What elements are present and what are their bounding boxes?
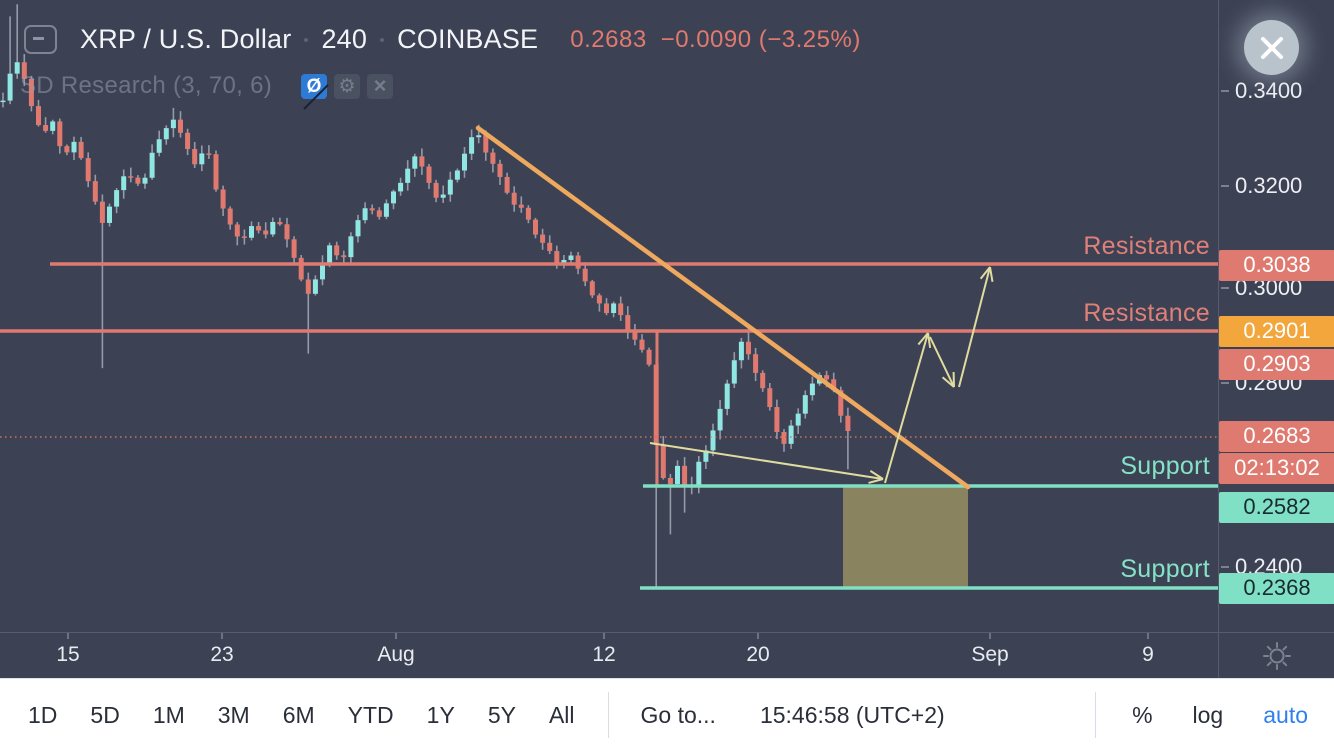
time-tick xyxy=(221,633,223,639)
time-label: 23 xyxy=(210,643,234,666)
time-tick xyxy=(603,633,605,639)
time-label: 15 xyxy=(56,643,80,666)
price-axis[interactable]: 0.3400 0.3200 0.3000 0.2800 0.2400 0.3038 0.29… xyxy=(1218,0,1334,632)
remove-indicator-icon[interactable]: × xyxy=(367,73,394,99)
price-tick: 0.3400 xyxy=(1219,78,1334,104)
indicator-row: SD Research (3, 70, 6) Ø ⚙ × xyxy=(20,72,394,100)
time-label: Aug xyxy=(377,643,415,666)
price-badge: 0.2683 xyxy=(1219,420,1334,452)
support-label-2: Support xyxy=(1120,555,1210,583)
candlestick-chart xyxy=(0,4,1218,590)
separator-dot xyxy=(304,37,309,42)
range-button-1m[interactable]: 1M xyxy=(152,701,185,728)
auto-scale-button[interactable]: auto xyxy=(1263,701,1308,728)
exchange-name: COINBASE xyxy=(397,24,539,54)
price-badge: 0.2901 xyxy=(1219,315,1334,347)
time-tick xyxy=(1147,633,1149,639)
toolbar-divider xyxy=(607,692,609,738)
hide-indicator-icon[interactable]: Ø xyxy=(301,73,328,99)
range-buttons: 1D 5D 1M 3M 6M YTD 1Y 5Y All xyxy=(28,702,608,729)
resistance-label-1: Resistance xyxy=(1083,232,1210,260)
separator-dot xyxy=(380,37,385,42)
range-button-5d[interactable]: 5D xyxy=(90,701,120,728)
symbol-title: XRP / U.S. Dollar xyxy=(80,24,292,54)
clock-timezone[interactable]: 15:46:58 (UTC+2) xyxy=(759,701,945,728)
price-badge: 02:13:02 xyxy=(1219,452,1334,484)
price-badge: 0.3038 xyxy=(1219,249,1334,281)
close-button[interactable] xyxy=(1244,20,1299,75)
range-button-all[interactable]: All xyxy=(548,701,575,728)
gear-icon[interactable]: ⚙ xyxy=(334,73,361,99)
time-label: 20 xyxy=(746,643,770,666)
price-badge: 0.2368 xyxy=(1219,572,1334,604)
symbol-header: XRP / U.S. Dollar 240 COINBASE 0.2683 −0.… xyxy=(24,24,861,55)
range-button-1y[interactable]: 1Y xyxy=(426,701,455,728)
time-label: Sep xyxy=(971,643,1009,666)
last-price: 0.2683 −0.0090 (−3.25%) xyxy=(570,26,861,54)
range-button-5y[interactable]: 5Y xyxy=(487,701,516,728)
close-icon xyxy=(1260,36,1283,59)
time-label: 9 xyxy=(1142,643,1154,666)
range-button-3m[interactable]: 3M xyxy=(217,701,250,728)
range-button-6m[interactable]: 6M xyxy=(282,701,315,728)
goto-button[interactable]: Go to... xyxy=(640,701,716,728)
time-tick xyxy=(395,633,397,639)
price-badge: 0.2903 xyxy=(1219,348,1334,380)
log-scale-button[interactable]: log xyxy=(1192,701,1224,728)
interval-value: 240 xyxy=(321,24,368,54)
toolbar-divider xyxy=(1095,692,1097,738)
range-button-ytd[interactable]: YTD xyxy=(347,701,394,728)
time-label: 12 xyxy=(592,643,616,666)
price-value: 0.2683 xyxy=(570,25,647,53)
time-axis[interactable]: 15 23 Aug 12 20 Sep 9 xyxy=(0,632,1334,679)
percent-scale-button[interactable]: % xyxy=(1132,701,1153,728)
support-label-1: Support xyxy=(1120,452,1210,480)
time-tick xyxy=(989,633,991,639)
bottom-toolbar: 1D 5D 1M 3M 6M YTD 1Y 5Y All Go to... 15:46:58 (… xyxy=(0,678,1334,750)
price-tick: 0.3200 xyxy=(1219,173,1334,199)
time-tick xyxy=(757,633,759,639)
time-tick xyxy=(67,633,69,639)
range-button-1d[interactable]: 1D xyxy=(28,701,58,728)
chart-canvas[interactable]: Resistance Resistance Support Support XR… xyxy=(0,0,1218,632)
price-change: −0.0090 (−3.25%) xyxy=(660,25,861,53)
collapse-legend-button[interactable] xyxy=(24,25,57,54)
axis-settings-corner[interactable] xyxy=(1218,633,1334,679)
sun-icon xyxy=(1263,642,1291,670)
price-badge: 0.2582 xyxy=(1219,491,1334,523)
resistance-label-2: Resistance xyxy=(1083,299,1210,327)
indicator-name: SD Research (3, 70, 6) xyxy=(20,72,273,99)
